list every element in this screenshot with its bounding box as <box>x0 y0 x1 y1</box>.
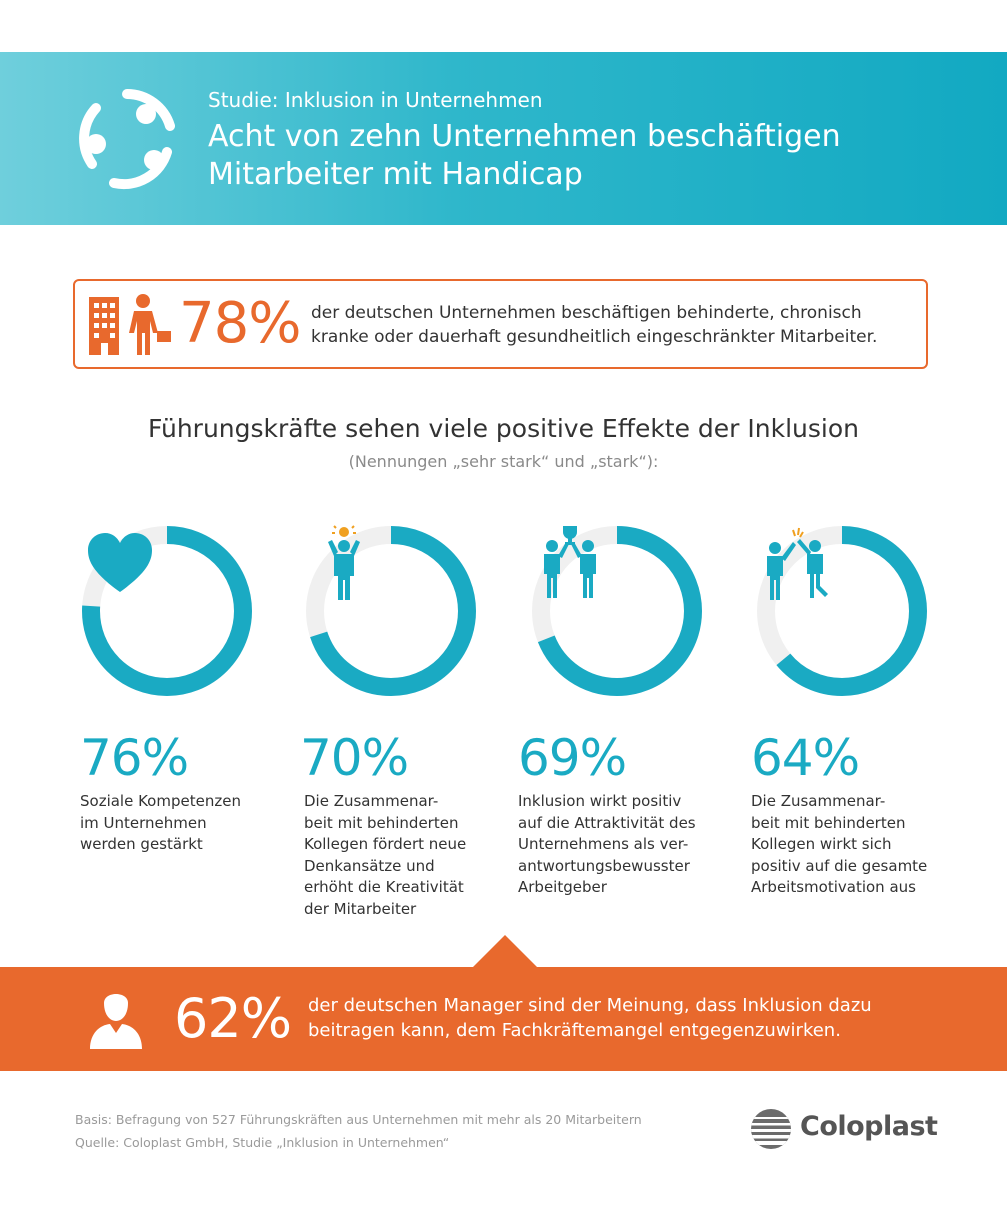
highlight-text: der deutschen Unternehmen beschäftigen b… <box>311 303 878 347</box>
header-subtitle: Studie: Inklusion in Unternehmen <box>208 88 543 112</box>
donut-ring-4 <box>755 524 929 698</box>
desc-line: Kollegen wirkt sich <box>751 835 892 853</box>
donut-ring-2 <box>304 524 478 698</box>
chart-category-text: Die Zusammenar- beit mit behinderten Kol… <box>751 791 951 899</box>
banner-notch <box>472 935 538 968</box>
footer-basis: Basis: Befragung von 527 Führungskräften… <box>75 1112 642 1127</box>
coloplast-logo-icon <box>751 1109 791 1149</box>
desc-line: Arbeitsmotivation aus <box>751 878 916 896</box>
desc-line: beit mit behinderten <box>751 813 906 832</box>
manager-icon <box>90 994 142 1049</box>
donut-ring-1 <box>80 524 254 698</box>
heart-icon <box>88 533 152 592</box>
desc-line: auf die Attraktivität des <box>518 813 696 832</box>
highlight-percent: 78% <box>179 291 301 356</box>
section-title: Führungskräfte sehen viele positive Effe… <box>147 414 860 443</box>
chart-value-label: 69% <box>518 729 627 787</box>
desc-line: positiv auf die gesamte <box>751 856 928 875</box>
section-subtitle: (Nennungen „sehr stark“ und „stark“): <box>348 452 659 471</box>
desc-line: im Unternehmen <box>80 813 207 832</box>
desc-line: der Mitarbeiter <box>304 899 417 918</box>
chart-value-label: 64% <box>751 729 860 787</box>
people-circle-icon <box>79 89 175 190</box>
idea-person-icon <box>328 525 360 600</box>
chart-category-text: Soziale Kompetenzen im Unternehmen werde… <box>80 791 280 856</box>
desc-line: antwortungsbewusster <box>518 856 690 875</box>
ring-fill-arc <box>82 526 252 696</box>
trophy-team-icon <box>544 526 596 598</box>
chart-value-label: 70% <box>300 729 409 787</box>
desc-line: beit mit behinderten <box>304 813 459 832</box>
desc-line: Die Zusammenar- <box>751 792 886 810</box>
desc-line: Unternehmens als ver- <box>518 835 689 853</box>
bottom-stat-banner: 62% der deutschen Manager sind der Meinu… <box>0 967 1007 1071</box>
ring-fill-arc <box>532 526 702 696</box>
desc-line: Kollegen fördert neue <box>304 835 467 853</box>
header-banner: Studie: Inklusion in Unternehmen Acht vo… <box>0 52 1007 225</box>
ring-fill-arc <box>306 526 476 696</box>
brand-name: Coloplast <box>800 1111 938 1142</box>
chart-value-label: 76% <box>80 729 189 787</box>
high-five-icon <box>767 527 828 600</box>
ring-fill-arc <box>757 526 927 696</box>
desc-line: Die Zusammenar- <box>304 792 439 810</box>
highlight-stat-box: 78% der deutschen Unternehmen beschäftig… <box>73 279 928 369</box>
desc-line: Arbeitgeber <box>518 878 607 896</box>
chart-category-text: Inklusion wirkt positiv auf die Attrakti… <box>518 791 718 899</box>
footer-notes: Basis: Befragung von 527 Führungskräften… <box>75 1108 642 1154</box>
desc-line: Inklusion wirkt positiv <box>518 792 682 810</box>
banner-text: der deutschen Manager sind der Meinung, … <box>308 995 872 1041</box>
page-title: Acht von zehn Unternehmen beschäftigen M… <box>208 119 841 192</box>
desc-line: werden gestärkt <box>80 835 203 853</box>
donut-ring-3 <box>530 524 704 698</box>
desc-line: Soziale Kompetenzen <box>80 792 241 810</box>
desc-line: Denkansätze und <box>304 856 435 875</box>
building-person-icon <box>89 294 171 355</box>
banner-percent: 62% <box>174 987 292 1050</box>
footer-source: Quelle: Coloplast GmbH, Studie „Inklusio… <box>75 1135 450 1150</box>
chart-category-text: Die Zusammenar- beit mit behinderten Kol… <box>304 791 504 920</box>
desc-line: erhöht die Kreativität <box>304 878 464 896</box>
